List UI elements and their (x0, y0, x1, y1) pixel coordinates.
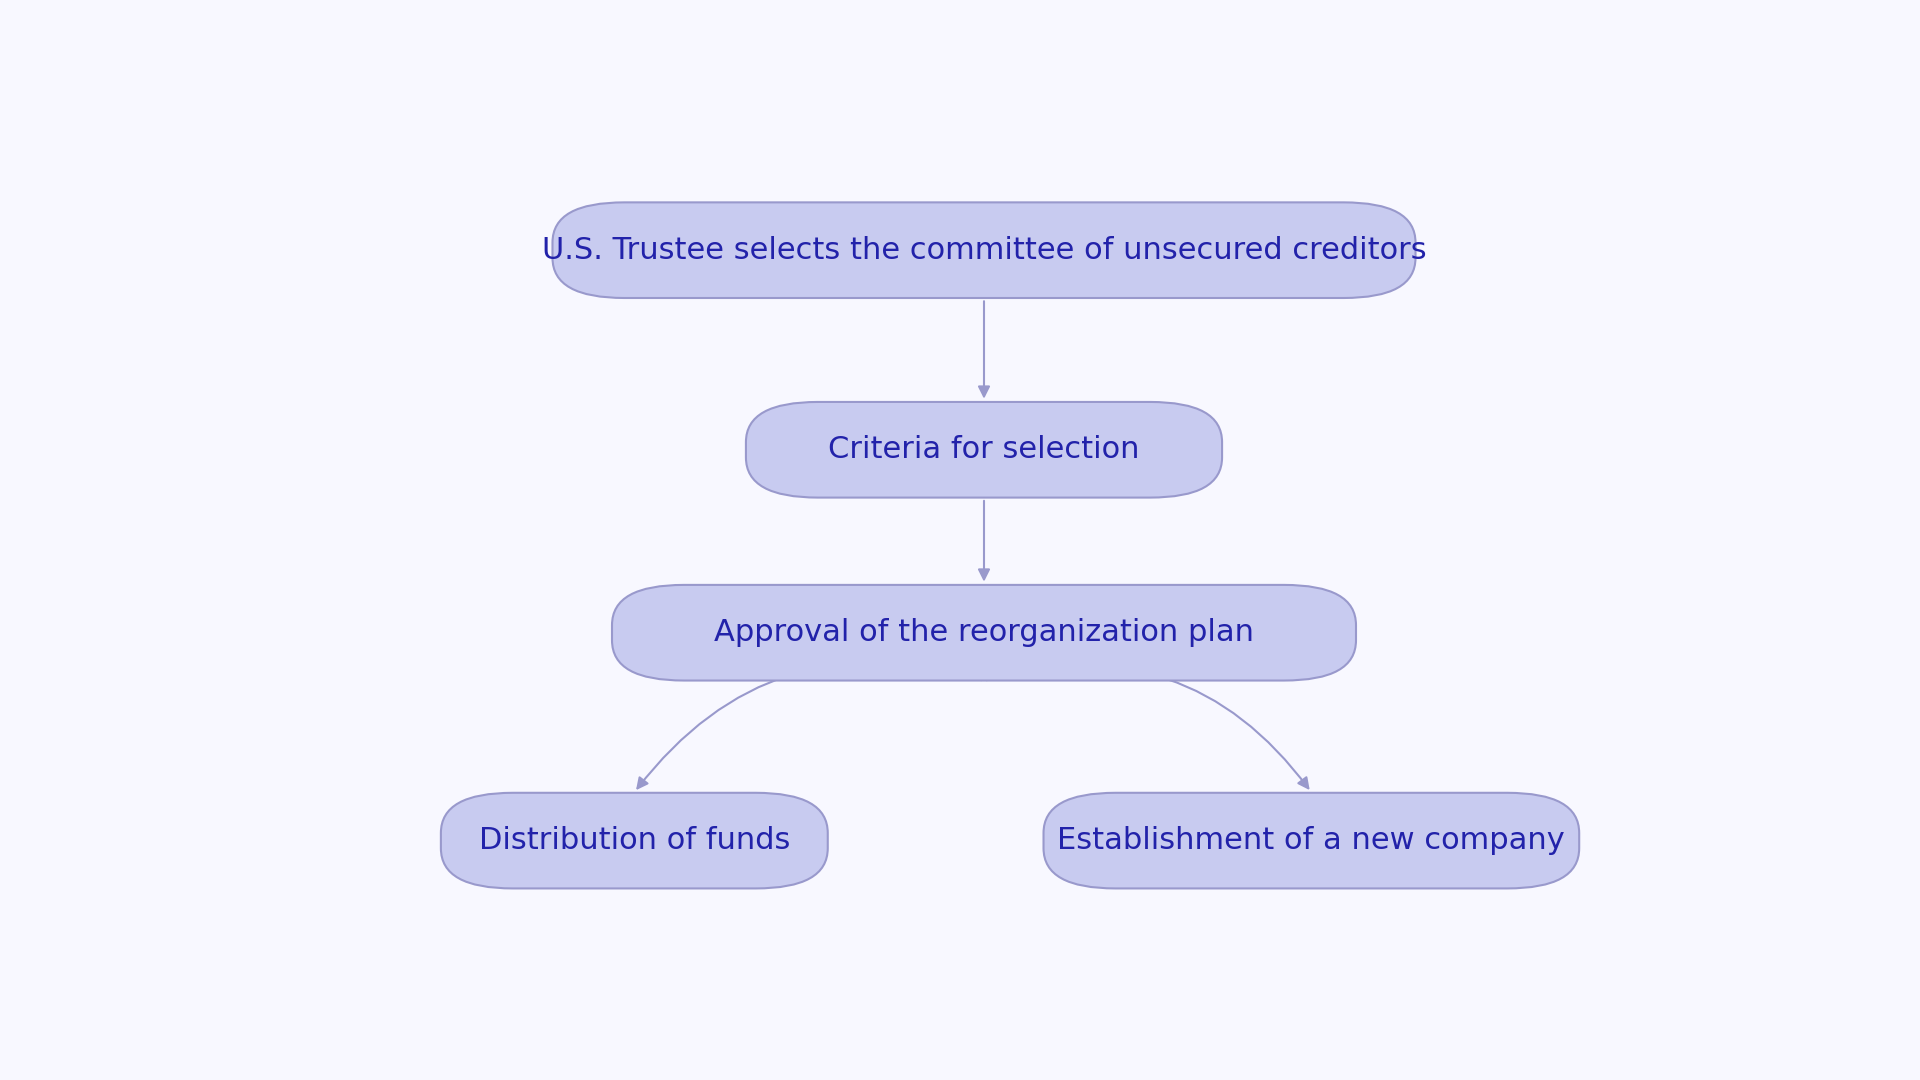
Text: Distribution of funds: Distribution of funds (478, 826, 789, 855)
FancyBboxPatch shape (745, 402, 1221, 498)
Text: Criteria for selection: Criteria for selection (828, 435, 1140, 464)
FancyBboxPatch shape (553, 202, 1415, 298)
Text: Establishment of a new company: Establishment of a new company (1058, 826, 1565, 855)
FancyBboxPatch shape (612, 585, 1356, 680)
FancyBboxPatch shape (442, 793, 828, 889)
Text: U.S. Trustee selects the committee of unsecured creditors: U.S. Trustee selects the committee of un… (541, 235, 1427, 265)
Text: Approval of the reorganization plan: Approval of the reorganization plan (714, 618, 1254, 647)
FancyBboxPatch shape (1044, 793, 1578, 889)
